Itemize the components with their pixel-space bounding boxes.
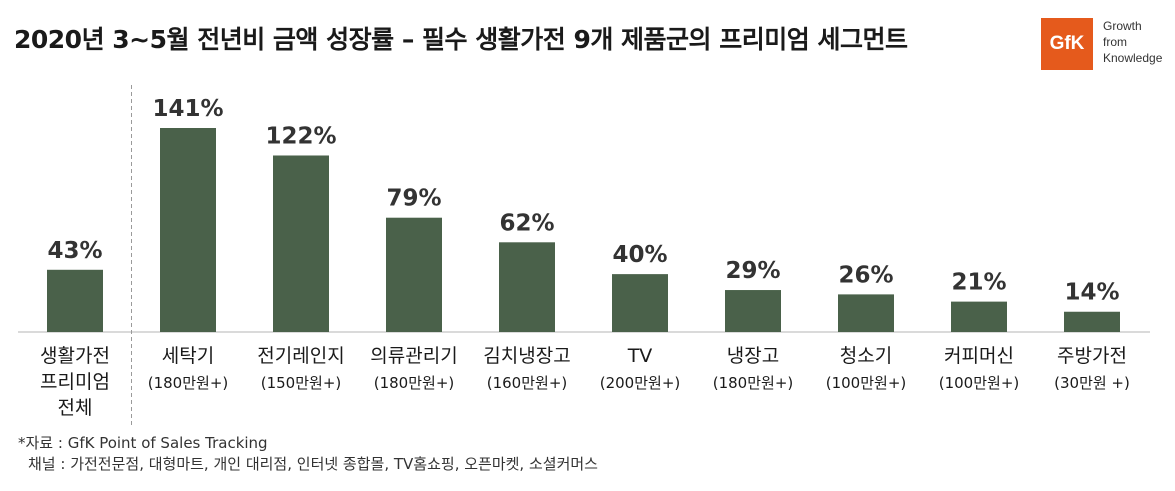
category-label: (100만원+): [826, 374, 907, 392]
data-label: 29%: [725, 258, 780, 284]
data-label: 62%: [499, 210, 554, 236]
tagline-line-3: Knowledge: [1103, 51, 1163, 65]
source-note: *자료 : GfK Point of Sales Tracking 채널 : 가…: [18, 433, 598, 475]
channel-line: 채널 : 가전전문점, 대형마트, 개인 대리점, 인터넷 종합몰, TV홈쇼핑…: [28, 455, 598, 473]
bar: [273, 155, 329, 332]
bar: [725, 290, 781, 332]
gfk-logo-tagline: Growth from Knowledge: [1103, 18, 1175, 66]
category-label: (30만원 +): [1054, 374, 1130, 392]
category-label: 전기레인지: [257, 345, 344, 367]
category-label: 생활가전: [40, 345, 110, 367]
tagline-line-1: Growth: [1103, 19, 1142, 33]
category-label: 김치냉장고: [483, 345, 570, 367]
data-label: 43%: [47, 238, 102, 264]
category-label: (180만원+): [713, 374, 794, 392]
source-line: *자료 : GfK Point of Sales Tracking: [18, 434, 268, 452]
data-label: 14%: [1064, 280, 1119, 306]
category-label: 프리미엄: [40, 371, 110, 393]
bar: [160, 128, 216, 332]
category-label: 세탁기: [162, 345, 214, 367]
chart-title: 2020년 3~5월 전년비 금액 성장률 – 필수 생활가전 9개 제품군의 …: [14, 25, 908, 54]
bar: [386, 217, 442, 332]
category-label: 청소기: [840, 345, 892, 367]
category-label: (200만원+): [600, 374, 681, 392]
category-label: (100만원+): [939, 374, 1020, 392]
bar: [838, 294, 894, 332]
category-label: 주방가전: [1057, 345, 1127, 367]
data-label: 141%: [152, 96, 223, 122]
bar: [612, 274, 668, 332]
data-label: 21%: [951, 270, 1006, 296]
category-label: TV: [627, 345, 653, 367]
bar: [499, 242, 555, 332]
gfk-logo-mark: GfK: [1041, 18, 1093, 70]
category-label: (180만원+): [374, 374, 455, 392]
bar: [1064, 311, 1120, 332]
bar: [47, 269, 103, 332]
tagline-line-2: from: [1103, 35, 1127, 49]
category-label: 의류관리기: [370, 345, 457, 367]
data-label: 40%: [612, 242, 667, 268]
category-label: 냉장고: [727, 345, 779, 367]
data-label: 26%: [838, 262, 893, 288]
data-label: 79%: [386, 186, 441, 212]
bar: [951, 301, 1007, 332]
category-label: 커피머신: [944, 345, 1014, 367]
category-label: (160만원+): [487, 374, 568, 392]
category-label: 전체: [58, 397, 93, 419]
category-label: (180만원+): [148, 374, 229, 392]
category-label: (150만원+): [261, 374, 342, 392]
data-label: 122%: [265, 123, 336, 149]
